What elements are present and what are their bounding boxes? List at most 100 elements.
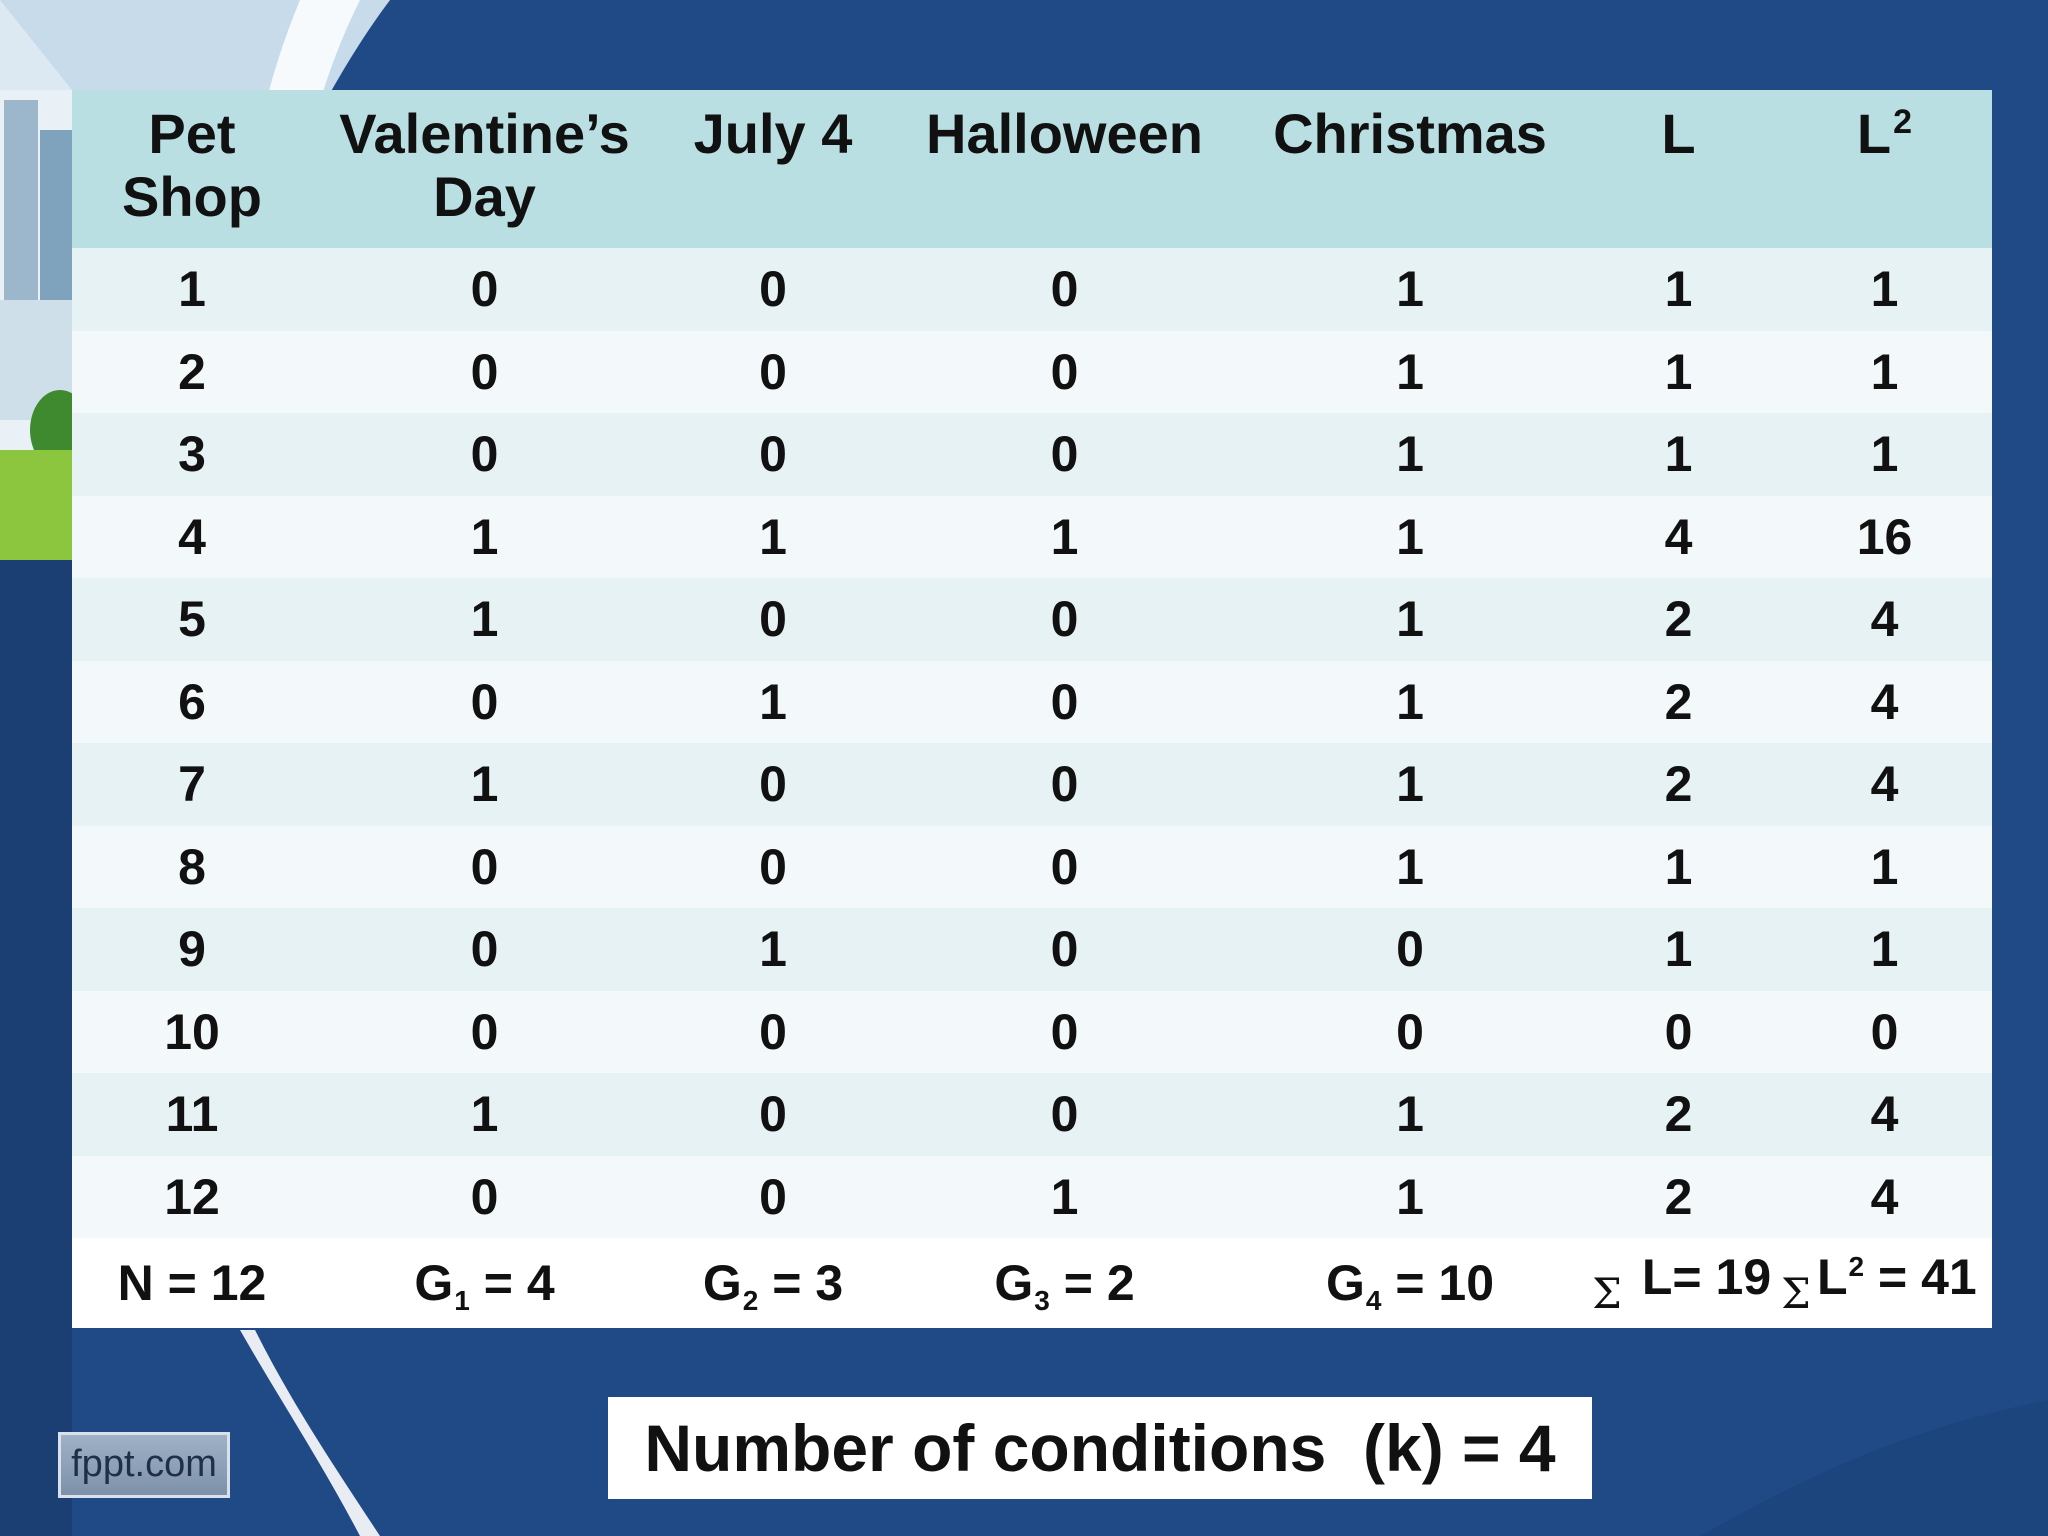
cell-pet-shop: 2: [72, 330, 312, 413]
total-g3-letter: G: [994, 1255, 1034, 1311]
cell-l: 4: [1580, 495, 1777, 578]
total-g3-subscript: 3: [1034, 1285, 1050, 1316]
header-pet-shop: Pet Shop: [72, 90, 312, 248]
cell-july-4: 0: [657, 1073, 889, 1156]
cell-valentines-day: 0: [312, 330, 657, 413]
cell-valentines-day: 0: [312, 990, 657, 1073]
cell-christmas: 1: [1240, 660, 1580, 743]
total-g4-letter: G: [1325, 1255, 1365, 1311]
total-n: N = 12: [72, 1238, 312, 1328]
cell-l-squared: 1: [1777, 413, 1992, 496]
cell-halloween: 0: [889, 413, 1240, 496]
cell-l: 1: [1580, 825, 1777, 908]
cell-pet-shop: 4: [72, 495, 312, 578]
cell-l-squared: 4: [1777, 1073, 1992, 1156]
cell-valentines-day: 0: [312, 413, 657, 496]
cell-halloween: 1: [889, 495, 1240, 578]
cell-july-4: 0: [657, 743, 889, 826]
data-table: Pet Shop Valentine’s Day July 4 Hallowee…: [72, 90, 1992, 1328]
cell-pet-shop: 10: [72, 990, 312, 1073]
header-l-squared-letter: L: [1856, 102, 1892, 165]
total-g4: G4 = 10: [1240, 1238, 1580, 1328]
total-sum-l-squared-letter: L: [1817, 1249, 1848, 1305]
cell-l-squared: 16: [1777, 495, 1992, 578]
cell-valentines-day: 1: [312, 495, 657, 578]
cell-valentines-day: 0: [312, 660, 657, 743]
cell-l: 1: [1580, 413, 1777, 496]
cell-valentines-day: 1: [312, 1073, 657, 1156]
cell-pet-shop: 8: [72, 825, 312, 908]
cell-christmas: 1: [1240, 1155, 1580, 1238]
cell-l-squared: 1: [1777, 248, 1992, 331]
header-l-squared: L2: [1777, 90, 1992, 248]
cell-l: 2: [1580, 1073, 1777, 1156]
header-row: Pet Shop Valentine’s Day July 4 Hallowee…: [72, 90, 1992, 248]
totals-row: N = 12 G1 = 4 G2 = 3 G3 = 2 G4 = 10 Σ L=…: [72, 1238, 1992, 1328]
cell-halloween: 1: [889, 1155, 1240, 1238]
cell-l-squared: 1: [1777, 908, 1992, 991]
cell-l-squared: 4: [1777, 1155, 1992, 1238]
cell-halloween: 0: [889, 330, 1240, 413]
cell-pet-shop: 1: [72, 248, 312, 331]
cell-l-squared: 4: [1777, 578, 1992, 661]
cell-l-squared: 1: [1777, 330, 1992, 413]
total-g2: G2 = 3: [657, 1238, 889, 1328]
total-g2-letter: G: [702, 1255, 742, 1311]
cell-july-4: 0: [657, 1155, 889, 1238]
cell-l: 0: [1580, 990, 1777, 1073]
cell-july-4: 0: [657, 248, 889, 331]
cell-pet-shop: 5: [72, 578, 312, 661]
cell-christmas: 0: [1240, 990, 1580, 1073]
cell-july-4: 1: [657, 660, 889, 743]
header-valentines-day: Valentine’s Day: [312, 90, 657, 248]
fppt-logo: fppt.com: [58, 1432, 230, 1498]
table-row: 10 0 0 0 0 0 0: [72, 990, 1992, 1073]
cell-halloween: 0: [889, 990, 1240, 1073]
total-g3: G3 = 2: [889, 1238, 1240, 1328]
cell-valentines-day: 0: [312, 908, 657, 991]
cell-l: 2: [1580, 743, 1777, 826]
cell-pet-shop: 9: [72, 908, 312, 991]
cell-l: 1: [1580, 908, 1777, 991]
cell-l-squared: 1: [1777, 825, 1992, 908]
cell-valentines-day: 1: [312, 743, 657, 826]
cell-l: 2: [1580, 660, 1777, 743]
total-g1-subscript: 1: [454, 1285, 470, 1316]
total-g1-letter: G: [414, 1255, 454, 1311]
header-l: L: [1580, 90, 1777, 248]
total-g1: G1 = 4: [312, 1238, 657, 1328]
total-g4-value: = 10: [1381, 1255, 1495, 1311]
header-halloween: Halloween: [889, 90, 1240, 248]
cell-pet-shop: 12: [72, 1155, 312, 1238]
cell-l: 1: [1580, 330, 1777, 413]
cell-halloween: 0: [889, 578, 1240, 661]
cell-christmas: 1: [1240, 248, 1580, 331]
cell-halloween: 0: [889, 825, 1240, 908]
cell-halloween: 0: [889, 743, 1240, 826]
cell-l-squared: 0: [1777, 990, 1992, 1073]
cell-halloween: 0: [889, 908, 1240, 991]
total-g1-value: = 4: [469, 1255, 555, 1311]
cell-l-squared: 4: [1777, 743, 1992, 826]
cell-july-4: 1: [657, 908, 889, 991]
cell-l: 2: [1580, 1155, 1777, 1238]
total-sum-l-value: L= 19: [1628, 1249, 1772, 1305]
total-g3-value: = 2: [1049, 1255, 1135, 1311]
cell-pet-shop: 6: [72, 660, 312, 743]
cell-valentines-day: 0: [312, 825, 657, 908]
cell-christmas: 1: [1240, 825, 1580, 908]
cell-july-4: 0: [657, 330, 889, 413]
cell-christmas: 1: [1240, 330, 1580, 413]
table-row: 12 0 0 1 1 2 4: [72, 1155, 1992, 1238]
cell-halloween: 0: [889, 248, 1240, 331]
header-july-4: July 4: [657, 90, 889, 248]
cell-july-4: 0: [657, 825, 889, 908]
table-row: 11 1 0 0 1 2 4: [72, 1073, 1992, 1156]
total-g2-subscript: 2: [742, 1285, 759, 1316]
